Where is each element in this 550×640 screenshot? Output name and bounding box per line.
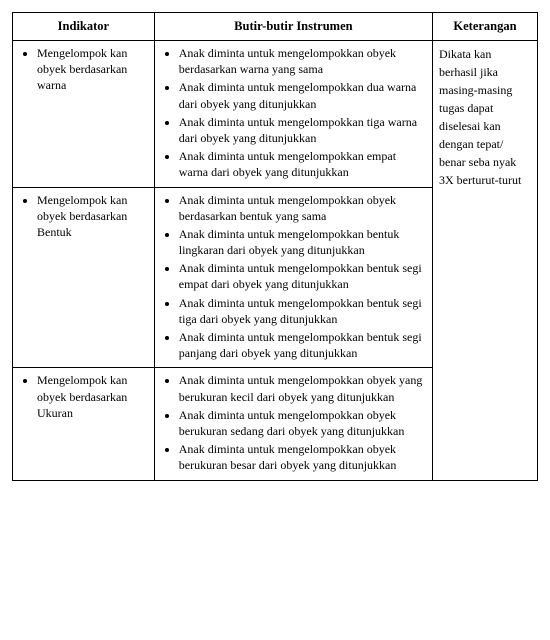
butir-item: Anak diminta untuk mengelompokkan empat … [179, 148, 428, 180]
cell-indikator: Mengelompok kan obyek berdasarkan warna [13, 41, 155, 188]
butir-item: Anak diminta untuk mengelompokkan obyek … [179, 192, 428, 224]
header-butir: Butir-butir Instrumen [154, 13, 432, 41]
indikator-text: Mengelompok kan obyek berdasarkan warna [37, 45, 150, 94]
indikator-text: Mengelompok kan obyek berdasarkan Bentuk [37, 192, 150, 241]
cell-butir: Anak diminta untuk mengelompokkan obyek … [154, 368, 432, 480]
table-header-row: Indikator Butir-butir Instrumen Keterang… [13, 13, 538, 41]
butir-item: Anak diminta untuk mengelompokkan obyek … [179, 372, 428, 404]
cell-keterangan: Dikata kan berhasil jika masing-masing t… [433, 41, 538, 481]
indikator-text: Mengelompok kan obyek berdasarkan Ukuran [37, 372, 150, 421]
butir-item: Anak diminta untuk mengelompokkan obyek … [179, 441, 428, 473]
butir-item: Anak diminta untuk mengelompokkan dua wa… [179, 79, 428, 111]
cell-butir: Anak diminta untuk mengelompokkan obyek … [154, 187, 432, 368]
cell-butir: Anak diminta untuk mengelompokkan obyek … [154, 41, 432, 188]
table-row: Mengelompok kan obyek berdasarkan warna … [13, 41, 538, 188]
butir-item: Anak diminta untuk mengelompokkan tiga w… [179, 114, 428, 146]
header-indikator: Indikator [13, 13, 155, 41]
butir-item: Anak diminta untuk mengelompokkan bentuk… [179, 260, 428, 292]
butir-item: Anak diminta untuk mengelompokkan bentuk… [179, 329, 428, 361]
butir-item: Anak diminta untuk mengelompokkan bentuk… [179, 295, 428, 327]
cell-indikator: Mengelompok kan obyek berdasarkan Bentuk [13, 187, 155, 368]
butir-item: Anak diminta untuk mengelompokkan obyek … [179, 45, 428, 77]
header-keterangan: Keterangan [433, 13, 538, 41]
butir-item: Anak diminta untuk mengelompokkan obyek … [179, 407, 428, 439]
cell-indikator: Mengelompok kan obyek berdasarkan Ukuran [13, 368, 155, 480]
butir-item: Anak diminta untuk mengelompokkan bentuk… [179, 226, 428, 258]
instrument-table: Indikator Butir-butir Instrumen Keterang… [12, 12, 538, 481]
